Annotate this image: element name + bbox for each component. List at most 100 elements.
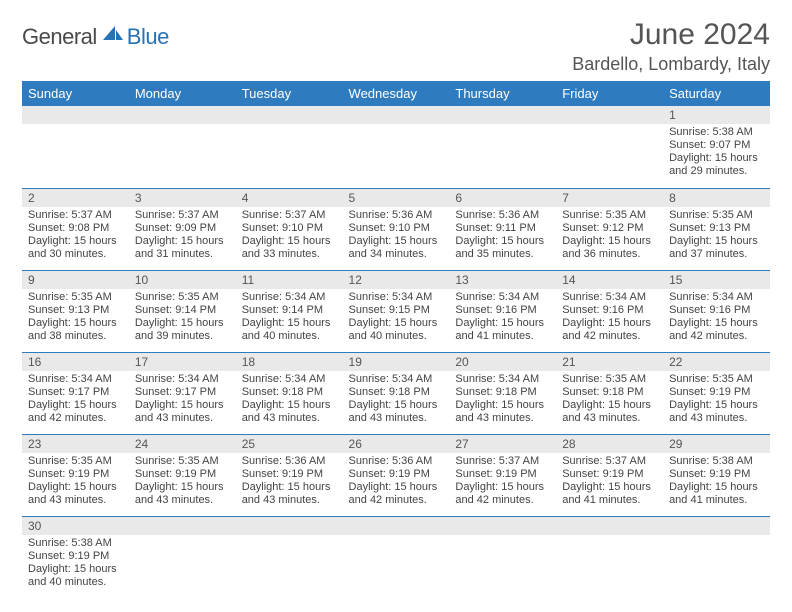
calendar-table: SundayMondayTuesdayWednesdayThursdayFrid… [22, 81, 770, 598]
weekday-header: Saturday [663, 81, 770, 106]
day-number: 22 [663, 353, 770, 371]
calendar-cell [556, 516, 663, 598]
day-number [22, 106, 129, 124]
calendar-cell: 2Sunrise: 5:37 AMSunset: 9:08 PMDaylight… [22, 188, 129, 270]
calendar-cell [236, 516, 343, 598]
sail-icon [101, 24, 125, 42]
calendar-cell: 4Sunrise: 5:37 AMSunset: 9:10 PMDaylight… [236, 188, 343, 270]
calendar-cell: 17Sunrise: 5:34 AMSunset: 9:17 PMDayligh… [129, 352, 236, 434]
brand-general: General [22, 24, 97, 50]
day-number [343, 517, 450, 535]
calendar-cell: 25Sunrise: 5:36 AMSunset: 9:19 PMDayligh… [236, 434, 343, 516]
day-number [449, 517, 556, 535]
day-details: Sunrise: 5:35 AMSunset: 9:19 PMDaylight:… [129, 453, 236, 511]
month-title: June 2024 [572, 18, 770, 52]
day-details: Sunrise: 5:38 AMSunset: 9:07 PMDaylight:… [663, 124, 770, 182]
day-number: 8 [663, 189, 770, 207]
calendar-cell: 6Sunrise: 5:36 AMSunset: 9:11 PMDaylight… [449, 188, 556, 270]
calendar-cell: 8Sunrise: 5:35 AMSunset: 9:13 PMDaylight… [663, 188, 770, 270]
day-number: 20 [449, 353, 556, 371]
calendar-cell: 18Sunrise: 5:34 AMSunset: 9:18 PMDayligh… [236, 352, 343, 434]
day-number [663, 517, 770, 535]
day-number: 19 [343, 353, 450, 371]
calendar-cell [449, 106, 556, 188]
day-number: 10 [129, 271, 236, 289]
day-number: 4 [236, 189, 343, 207]
calendar-cell: 10Sunrise: 5:35 AMSunset: 9:14 PMDayligh… [129, 270, 236, 352]
day-details: Sunrise: 5:35 AMSunset: 9:13 PMDaylight:… [22, 289, 129, 347]
day-number: 1 [663, 106, 770, 124]
calendar-cell: 1Sunrise: 5:38 AMSunset: 9:07 PMDaylight… [663, 106, 770, 188]
day-number [343, 106, 450, 124]
weekday-header: Sunday [22, 81, 129, 106]
day-number: 29 [663, 435, 770, 453]
day-number: 25 [236, 435, 343, 453]
day-number [129, 517, 236, 535]
day-number: 12 [343, 271, 450, 289]
day-number: 14 [556, 271, 663, 289]
day-number: 18 [236, 353, 343, 371]
brand-logo: General Blue [22, 24, 169, 50]
day-details: Sunrise: 5:34 AMSunset: 9:14 PMDaylight:… [236, 289, 343, 347]
calendar-cell [343, 516, 450, 598]
day-number: 2 [22, 189, 129, 207]
day-details: Sunrise: 5:34 AMSunset: 9:16 PMDaylight:… [449, 289, 556, 347]
day-number: 23 [22, 435, 129, 453]
day-number [236, 106, 343, 124]
calendar-cell: 21Sunrise: 5:35 AMSunset: 9:18 PMDayligh… [556, 352, 663, 434]
day-number: 17 [129, 353, 236, 371]
calendar-cell [129, 106, 236, 188]
weekday-header: Monday [129, 81, 236, 106]
day-details: Sunrise: 5:38 AMSunset: 9:19 PMDaylight:… [22, 535, 129, 593]
day-details: Sunrise: 5:36 AMSunset: 9:19 PMDaylight:… [236, 453, 343, 511]
day-details: Sunrise: 5:37 AMSunset: 9:08 PMDaylight:… [22, 207, 129, 265]
calendar-cell: 9Sunrise: 5:35 AMSunset: 9:13 PMDaylight… [22, 270, 129, 352]
day-number: 11 [236, 271, 343, 289]
day-details: Sunrise: 5:36 AMSunset: 9:11 PMDaylight:… [449, 207, 556, 265]
calendar-cell: 26Sunrise: 5:36 AMSunset: 9:19 PMDayligh… [343, 434, 450, 516]
calendar-cell [22, 106, 129, 188]
day-details: Sunrise: 5:36 AMSunset: 9:10 PMDaylight:… [343, 207, 450, 265]
day-number: 15 [663, 271, 770, 289]
day-number: 28 [556, 435, 663, 453]
day-details: Sunrise: 5:38 AMSunset: 9:19 PMDaylight:… [663, 453, 770, 511]
day-details: Sunrise: 5:35 AMSunset: 9:12 PMDaylight:… [556, 207, 663, 265]
calendar-cell [449, 516, 556, 598]
day-details: Sunrise: 5:35 AMSunset: 9:13 PMDaylight:… [663, 207, 770, 265]
day-details: Sunrise: 5:34 AMSunset: 9:17 PMDaylight:… [129, 371, 236, 429]
day-details: Sunrise: 5:35 AMSunset: 9:18 PMDaylight:… [556, 371, 663, 429]
calendar-cell: 5Sunrise: 5:36 AMSunset: 9:10 PMDaylight… [343, 188, 450, 270]
day-number: 16 [22, 353, 129, 371]
day-number [236, 517, 343, 535]
calendar-cell: 19Sunrise: 5:34 AMSunset: 9:18 PMDayligh… [343, 352, 450, 434]
calendar-cell: 15Sunrise: 5:34 AMSunset: 9:16 PMDayligh… [663, 270, 770, 352]
day-details: Sunrise: 5:35 AMSunset: 9:14 PMDaylight:… [129, 289, 236, 347]
weekday-header: Wednesday [343, 81, 450, 106]
day-details: Sunrise: 5:34 AMSunset: 9:18 PMDaylight:… [236, 371, 343, 429]
day-number: 6 [449, 189, 556, 207]
calendar-cell: 23Sunrise: 5:35 AMSunset: 9:19 PMDayligh… [22, 434, 129, 516]
calendar-cell: 24Sunrise: 5:35 AMSunset: 9:19 PMDayligh… [129, 434, 236, 516]
calendar-cell [556, 106, 663, 188]
day-number [449, 106, 556, 124]
day-number: 30 [22, 517, 129, 535]
day-details: Sunrise: 5:34 AMSunset: 9:16 PMDaylight:… [556, 289, 663, 347]
day-number: 24 [129, 435, 236, 453]
calendar-cell [236, 106, 343, 188]
calendar-cell: 14Sunrise: 5:34 AMSunset: 9:16 PMDayligh… [556, 270, 663, 352]
calendar-cell: 11Sunrise: 5:34 AMSunset: 9:14 PMDayligh… [236, 270, 343, 352]
calendar-cell: 20Sunrise: 5:34 AMSunset: 9:18 PMDayligh… [449, 352, 556, 434]
day-details: Sunrise: 5:34 AMSunset: 9:18 PMDaylight:… [343, 371, 450, 429]
day-number: 13 [449, 271, 556, 289]
weekday-header: Friday [556, 81, 663, 106]
day-number [129, 106, 236, 124]
day-number: 3 [129, 189, 236, 207]
day-details: Sunrise: 5:34 AMSunset: 9:16 PMDaylight:… [663, 289, 770, 347]
day-number: 21 [556, 353, 663, 371]
day-details: Sunrise: 5:34 AMSunset: 9:18 PMDaylight:… [449, 371, 556, 429]
calendar-cell: 28Sunrise: 5:37 AMSunset: 9:19 PMDayligh… [556, 434, 663, 516]
day-number [556, 106, 663, 124]
calendar-cell: 30Sunrise: 5:38 AMSunset: 9:19 PMDayligh… [22, 516, 129, 598]
weekday-header: Tuesday [236, 81, 343, 106]
calendar-cell: 27Sunrise: 5:37 AMSunset: 9:19 PMDayligh… [449, 434, 556, 516]
